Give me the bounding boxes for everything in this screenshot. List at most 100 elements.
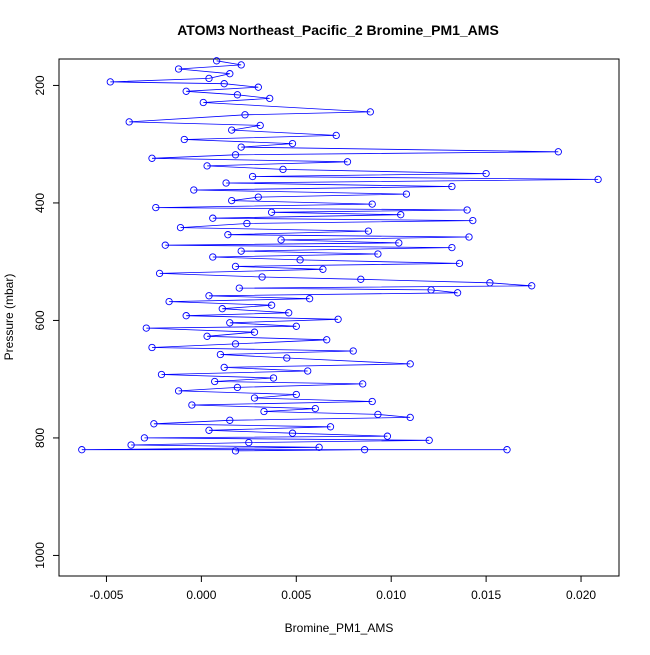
data-point xyxy=(469,216,477,225)
data-point xyxy=(211,377,219,386)
data-point xyxy=(182,87,190,95)
data-point xyxy=(374,410,382,419)
data-point xyxy=(288,139,297,148)
data-point xyxy=(292,322,300,330)
y-axis-label: Pressure (mbar) xyxy=(2,274,16,361)
data-point xyxy=(205,74,213,83)
x-tick-label: 0.000 xyxy=(186,588,216,602)
x-tick-label: 0.005 xyxy=(281,588,311,602)
data-point xyxy=(334,315,342,323)
data-point xyxy=(402,190,411,198)
y-tick-label: 800 xyxy=(33,428,47,448)
data-point xyxy=(203,332,211,340)
data-point xyxy=(237,143,245,151)
x-tick-label: 0.010 xyxy=(376,588,406,602)
data-point xyxy=(292,390,300,399)
data-point xyxy=(125,118,133,126)
data-point xyxy=(311,404,319,413)
data-point xyxy=(465,233,473,241)
data-point xyxy=(304,367,312,375)
x-axis: -0.005 0.000 0.005 0.010 0.015 0.020 xyxy=(89,576,596,602)
data-point xyxy=(349,347,357,355)
data-point xyxy=(288,429,297,437)
data-point xyxy=(220,80,228,88)
data-point xyxy=(231,340,240,348)
data-point xyxy=(254,83,262,91)
data-point xyxy=(150,420,158,428)
data-point xyxy=(503,446,511,454)
y-axis: 200 400 600 800 1000 xyxy=(33,75,59,569)
data-point xyxy=(245,438,253,447)
data-point xyxy=(176,223,185,232)
data-point xyxy=(554,148,562,156)
y-tick-label: 400 xyxy=(33,193,47,213)
data-point xyxy=(228,126,236,134)
data-point xyxy=(364,227,373,235)
data-point xyxy=(235,284,243,292)
data-point xyxy=(528,282,536,290)
data-point xyxy=(237,61,245,69)
data-point xyxy=(218,305,226,313)
data-point xyxy=(482,169,490,178)
plot-frame xyxy=(58,58,620,577)
data-point xyxy=(243,219,251,228)
data-point xyxy=(463,206,471,214)
data-point xyxy=(453,289,462,297)
data-point xyxy=(174,387,183,395)
data-point xyxy=(368,200,376,208)
data-point xyxy=(266,94,274,103)
series-line xyxy=(81,60,599,452)
data-point xyxy=(142,324,150,332)
x-axis-label: Bromine_PM1_AMS xyxy=(285,621,394,635)
data-point xyxy=(250,328,259,336)
data-point xyxy=(486,279,494,287)
data-point xyxy=(256,121,264,130)
data-point xyxy=(209,253,217,261)
data-point xyxy=(182,312,190,320)
data-point xyxy=(188,401,196,409)
x-tick-label: 0.015 xyxy=(471,588,501,602)
data-point xyxy=(106,78,114,86)
data-point xyxy=(226,416,234,424)
y-tick-label: 1000 xyxy=(33,542,47,569)
data-point xyxy=(127,441,135,449)
data-point xyxy=(594,175,602,184)
data-point xyxy=(269,374,278,382)
data-point xyxy=(157,370,166,379)
data-point xyxy=(315,443,323,451)
data-point xyxy=(180,135,188,144)
data-point xyxy=(332,131,340,140)
data-point xyxy=(165,297,173,306)
data-point xyxy=(406,413,414,422)
data-point xyxy=(267,208,276,216)
data-point xyxy=(231,262,240,271)
data-point xyxy=(258,273,266,281)
x-tick-label: 0.020 xyxy=(566,588,596,602)
data-point xyxy=(222,179,230,187)
data-point xyxy=(148,343,156,352)
series-layer xyxy=(78,57,602,455)
x-tick-label: -0.005 xyxy=(89,588,123,602)
data-point xyxy=(209,214,217,222)
data-point xyxy=(203,162,211,170)
data-point xyxy=(319,265,327,273)
data-point xyxy=(254,193,262,201)
data-point xyxy=(226,70,234,78)
data-point xyxy=(241,111,249,119)
data-point xyxy=(140,434,149,442)
y-tick-label: 600 xyxy=(33,310,47,330)
data-point xyxy=(283,354,291,362)
data-point xyxy=(216,350,225,359)
data-point xyxy=(205,292,213,300)
data-point xyxy=(148,154,156,162)
data-point xyxy=(199,98,207,107)
data-point xyxy=(190,186,198,194)
data-point xyxy=(425,436,433,444)
data-point xyxy=(427,286,435,294)
data-point xyxy=(360,446,369,454)
data-point xyxy=(359,380,367,388)
data-point xyxy=(357,275,365,283)
data-point xyxy=(406,360,414,368)
